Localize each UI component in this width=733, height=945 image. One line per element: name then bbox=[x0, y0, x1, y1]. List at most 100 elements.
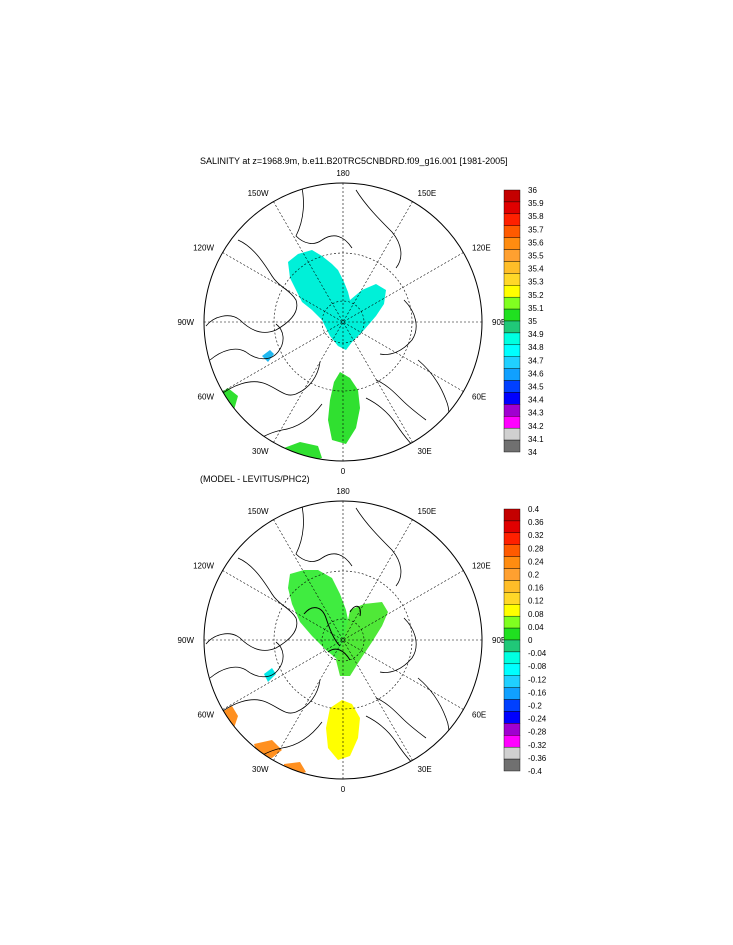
top-colorbar-label: 35.5 bbox=[528, 252, 544, 261]
bottom-colorbar-swatch bbox=[503, 687, 521, 700]
top-colorbar-swatch bbox=[503, 261, 521, 274]
top-colorbar-label: 34.3 bbox=[528, 409, 544, 418]
top-colorbar-swatch bbox=[503, 249, 521, 262]
top-field-gsea bbox=[284, 442, 322, 461]
bottom-colorbar-label: -0.04 bbox=[528, 649, 547, 658]
bottom-polar-map bbox=[203, 500, 483, 780]
top-colorbar: 36 35.9 35.8 35.7 35.6 35.5 35.4 35.3 35.2 35.1 35… bbox=[503, 186, 544, 457]
bottom-colorbar-swatch bbox=[503, 580, 521, 593]
bottom-colorbar-swatch bbox=[503, 568, 521, 581]
top-colorbar-label: 35.4 bbox=[528, 265, 544, 274]
top-colorbar-swatch bbox=[503, 392, 521, 405]
bottom-colorbar-label: -0.08 bbox=[528, 662, 547, 671]
bottom-colorbar-label: -0.4 bbox=[528, 767, 542, 776]
bottom-coastlines bbox=[205, 501, 450, 771]
bottom-colorbar-swatch bbox=[503, 604, 521, 617]
top-colorbar-label: 34.1 bbox=[528, 435, 544, 444]
bottom-colorbar-label: 0.2 bbox=[528, 571, 540, 580]
bottom-meridian-label: 180 bbox=[336, 487, 350, 496]
top-colorbar-label: 35 bbox=[528, 317, 537, 326]
top-polar-map bbox=[203, 182, 483, 462]
top-meridian-label: 150E bbox=[418, 189, 437, 198]
bottom-colorbar-swatch bbox=[503, 758, 521, 772]
bottom-colorbar: 0.4 0.36 0.32 0.28 0.24 0.2 0.16 0.12 0.08 0.04 0 -… bbox=[503, 505, 547, 776]
top-meridian-label: 60E bbox=[472, 393, 486, 402]
bottom-meridian-label: 120W bbox=[193, 562, 214, 571]
bottom-zero-contour bbox=[303, 605, 361, 661]
bottom-colorbar-swatch bbox=[503, 711, 521, 724]
top-meridian-label: 180 bbox=[336, 169, 350, 178]
top-meridian-label: 90W bbox=[178, 318, 195, 327]
top-colorbar-label: 36 bbox=[528, 186, 537, 195]
bottom-colorbar-swatch bbox=[503, 639, 521, 653]
bottom-graticule bbox=[204, 501, 482, 779]
top-colorbar-swatch bbox=[503, 427, 521, 441]
bottom-colorbar-label: 0.28 bbox=[528, 544, 544, 553]
top-meridian-label: 0 bbox=[341, 467, 346, 476]
top-colorbar-swatch bbox=[503, 404, 521, 417]
bottom-colorbar-label: 0.4 bbox=[528, 505, 540, 514]
top-field-baffin bbox=[262, 350, 274, 362]
top-colorbar-label: 35.7 bbox=[528, 225, 544, 234]
bottom-meridian-label: 60W bbox=[198, 711, 215, 720]
bottom-colorbar-swatch bbox=[503, 627, 521, 641]
top-colorbar-label: 34.9 bbox=[528, 330, 544, 339]
bottom-colorbar-swatch bbox=[503, 723, 521, 736]
top-colorbar-swatch bbox=[503, 332, 521, 346]
bottom-field-pacific bbox=[288, 570, 350, 660]
bottom-colorbar-label: 0.04 bbox=[528, 623, 544, 632]
top-colorbar-swatch bbox=[503, 368, 521, 381]
bottom-colorbar-label: 0.12 bbox=[528, 597, 544, 606]
top-colorbar-swatch bbox=[503, 201, 521, 215]
top-field-fram bbox=[328, 372, 360, 444]
top-colorbar-swatch bbox=[503, 439, 521, 453]
bottom-meridian-label: 150W bbox=[248, 507, 269, 516]
top-colorbar-label: 35.2 bbox=[528, 291, 544, 300]
top-meridian-label: 30W bbox=[252, 447, 269, 456]
bottom-meridian-label: 90E bbox=[492, 636, 506, 645]
top-colorbar-label: 35.6 bbox=[528, 238, 544, 247]
top-meridian-label: 150W bbox=[248, 189, 269, 198]
top-colorbar-swatch bbox=[503, 416, 521, 429]
top-meridian-label: 90E bbox=[492, 318, 506, 327]
bottom-colorbar-swatch bbox=[503, 592, 521, 605]
top-colorbar-swatch bbox=[503, 320, 521, 334]
top-meridian-label: 60W bbox=[198, 393, 215, 402]
bottom-colorbar-label: -0.12 bbox=[528, 675, 547, 684]
bottom-colorbar-swatch bbox=[503, 746, 521, 760]
bottom-colorbar-swatch bbox=[503, 675, 521, 688]
bottom-colorbar-label: 0.32 bbox=[528, 531, 544, 540]
top-colorbar-label: 34.2 bbox=[528, 422, 544, 431]
top-colorbar-swatch bbox=[503, 308, 521, 322]
top-colorbar-swatch bbox=[503, 237, 521, 250]
top-colorbar-label: 35.8 bbox=[528, 212, 544, 221]
top-graticule bbox=[204, 183, 482, 461]
top-colorbar-label: 34.8 bbox=[528, 343, 544, 352]
top-colorbar-swatch bbox=[503, 225, 521, 238]
bottom-meridian-label: 60E bbox=[472, 711, 486, 720]
top-colorbar-swatch bbox=[503, 273, 521, 286]
bottom-colorbar-swatch bbox=[503, 651, 521, 665]
top-meridian-label: 120W bbox=[193, 244, 214, 253]
bottom-panel-title: (MODEL - LEVITUS/PHC2) bbox=[200, 474, 310, 484]
top-colorbar-swatch bbox=[503, 296, 521, 310]
top-colorbar-swatch bbox=[503, 285, 521, 298]
top-colorbar-label: 34.7 bbox=[528, 356, 544, 365]
top-colorbar-label: 34.4 bbox=[528, 396, 544, 405]
bottom-colorbar-swatch bbox=[503, 532, 521, 545]
top-colorbar-swatch bbox=[503, 380, 521, 393]
bottom-colorbar-label: -0.32 bbox=[528, 741, 547, 750]
bottom-field-eurasian bbox=[336, 602, 388, 676]
bottom-meridian-label: 90W bbox=[178, 636, 195, 645]
bottom-colorbar-swatch bbox=[503, 699, 521, 712]
bottom-meridian-labels: 180 150W 150E 120W 120E 90W 90E 60W 60E 30W 30E 0 bbox=[178, 487, 507, 794]
top-colorbar-label: 34 bbox=[528, 448, 537, 457]
bottom-meridian-label: 0 bbox=[341, 785, 346, 794]
bottom-colorbar-swatch bbox=[503, 615, 521, 629]
top-field-eurasian bbox=[338, 284, 386, 350]
top-field-pacific bbox=[288, 250, 352, 346]
top-colorbar-label: 35.3 bbox=[528, 278, 544, 287]
bottom-meridian-label: 30W bbox=[252, 765, 269, 774]
top-colorbar-label: 34.6 bbox=[528, 369, 544, 378]
